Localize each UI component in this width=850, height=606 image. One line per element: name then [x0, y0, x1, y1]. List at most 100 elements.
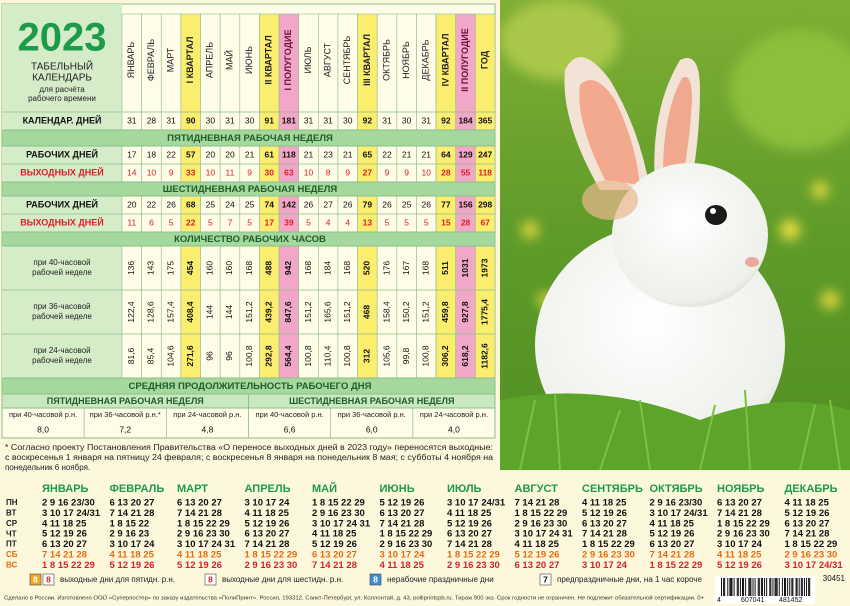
cell: 26 — [382, 199, 392, 209]
barcode-bar — [760, 578, 762, 596]
cell: 30 — [265, 167, 275, 177]
day-row: 1 8 15 22 29 — [380, 529, 433, 540]
item-label: при 40-часовой р.н. — [9, 410, 77, 419]
barcode-bar — [750, 578, 752, 596]
subtitle: для расчёта — [39, 85, 85, 94]
day-row: 3 10 17 24 — [110, 539, 156, 550]
day-row: 5 12 19 26 — [785, 508, 830, 519]
day-row: 4 11 18 25 — [447, 508, 492, 519]
legend-swatch — [204, 573, 217, 586]
cell: 9 — [404, 167, 409, 177]
item-value: 7,2 — [119, 424, 131, 434]
group-title: ПЯТИДНЕВНАЯ РАБОЧАЯ НЕДЕЛЯ — [47, 396, 204, 406]
day-row: 2 9 16 23 30 — [515, 518, 568, 529]
row-label: РАБОЧИХ ДНЕЙ — [26, 148, 98, 159]
barcode-bar — [775, 578, 777, 596]
barcode-bar — [754, 578, 756, 596]
cell: 14 — [127, 167, 137, 177]
day-row: 2 9 16 23 30 — [245, 560, 298, 571]
section-title: ШЕСТИДНЕВНАЯ РАБОЧАЯ НЕДЕЛЯ — [163, 184, 338, 195]
cell: 312 — [362, 349, 372, 363]
day-row: 6 13 20 27 — [177, 498, 222, 509]
day-row: 3 10 17 24 — [717, 539, 763, 550]
legend-sample: 8 — [46, 574, 51, 584]
day-row: 1 8 15 22 29 — [312, 498, 365, 509]
cell: 57 — [186, 149, 196, 159]
barcode-bar — [808, 578, 810, 596]
barcode-bar — [742, 578, 743, 596]
legend-swatch — [42, 573, 55, 586]
cell: 100,8 — [342, 345, 352, 367]
barcode-digits: 4 — [717, 597, 721, 604]
cell: 15 — [441, 217, 451, 227]
cell: 1031 — [460, 258, 470, 277]
cell: 11 — [226, 167, 235, 177]
section-band — [1, 181, 496, 197]
cell: 65 — [363, 149, 373, 159]
month-name: ДЕКАБРЬ — [785, 483, 838, 495]
cell: 104,6 — [165, 345, 175, 367]
cell: 8 — [326, 167, 331, 177]
cell: 25 — [402, 199, 412, 209]
legend-sample: 8 — [373, 574, 378, 584]
day-row: 5 12 19 26 — [380, 498, 425, 509]
column-header: СЕНТЯБРЬ — [342, 36, 352, 85]
legend-swatch — [369, 573, 382, 586]
barcode-bar — [724, 578, 726, 596]
cell: 10 — [147, 167, 157, 177]
column-header: II ПОЛУГОДИЕ — [460, 28, 470, 91]
day-row: 3 10 17 24/31 — [785, 560, 844, 571]
cell: 25 — [206, 199, 216, 209]
day-row: 3 10 17 24 — [380, 550, 426, 561]
day-row: 2 9 16 23/30 — [42, 498, 95, 509]
column-header: МАЙ — [223, 50, 234, 70]
barcode-bar — [721, 578, 722, 596]
cell: 100,8 — [244, 345, 254, 367]
month-name: НОЯБРЬ — [717, 483, 765, 495]
day-row: 1 8 15 22 29 — [582, 539, 635, 550]
cell: 160 — [224, 261, 234, 275]
cell: 31 — [225, 115, 235, 125]
group-title: ШЕСТИДНЕВНАЯ РАБОЧАЯ НЕДЕЛЯ — [289, 396, 454, 406]
cell: 175 — [165, 261, 175, 275]
cell: 99,8 — [401, 347, 411, 364]
cell: 30 — [343, 115, 353, 125]
cell: 33 — [186, 167, 196, 177]
month-name: ИЮНЬ — [380, 483, 415, 495]
day-row: 4 11 18 25 — [515, 539, 560, 550]
cell: 26 — [304, 199, 314, 209]
cell: 100,8 — [421, 345, 431, 367]
column-header: ГОД — [480, 50, 490, 69]
month-name: ЯНВАРЬ — [42, 483, 89, 495]
cell: 13 — [363, 217, 373, 227]
cell: 39 — [284, 217, 294, 227]
footnote: с воскресенья 1 января на пятницу 24 фев… — [5, 453, 494, 462]
cell: 7 — [228, 217, 233, 227]
cell: 247 — [478, 149, 492, 159]
cell: 28 — [147, 115, 157, 125]
cell: 143 — [146, 261, 156, 275]
weekday: ВС — [6, 561, 17, 570]
cell: 459,8 — [440, 301, 450, 323]
day-row: 2 9 16 23 30 — [380, 539, 433, 550]
day-row: 4 11 18 25 — [785, 498, 830, 509]
day-row: 2 9 16 23 30 — [582, 550, 635, 561]
footnote: понедельник 6 ноября. — [5, 463, 90, 472]
cell: 26 — [422, 199, 432, 209]
column-header: ИЮЛЬ — [303, 46, 313, 73]
barcode-bar — [733, 578, 735, 596]
cell: 31 — [304, 115, 314, 125]
row-label: при 40-часовой — [33, 258, 90, 267]
cell: 167 — [401, 261, 411, 275]
barcode-bar — [796, 578, 798, 596]
day-row: 1 8 15 22 — [110, 518, 150, 529]
day-row: 3 10 17 24 31 — [515, 529, 574, 540]
barcode-bar — [731, 578, 733, 596]
cell: 25 — [245, 199, 255, 209]
cell: 22 — [166, 149, 176, 159]
day-row: 3 10 17 24 31 — [312, 518, 371, 529]
day-row: 7 14 21 28 — [582, 529, 627, 540]
cell: 151,2 — [421, 301, 431, 323]
cell: 11 — [127, 217, 136, 227]
month-name: СЕНТЯБРЬ — [582, 483, 643, 495]
